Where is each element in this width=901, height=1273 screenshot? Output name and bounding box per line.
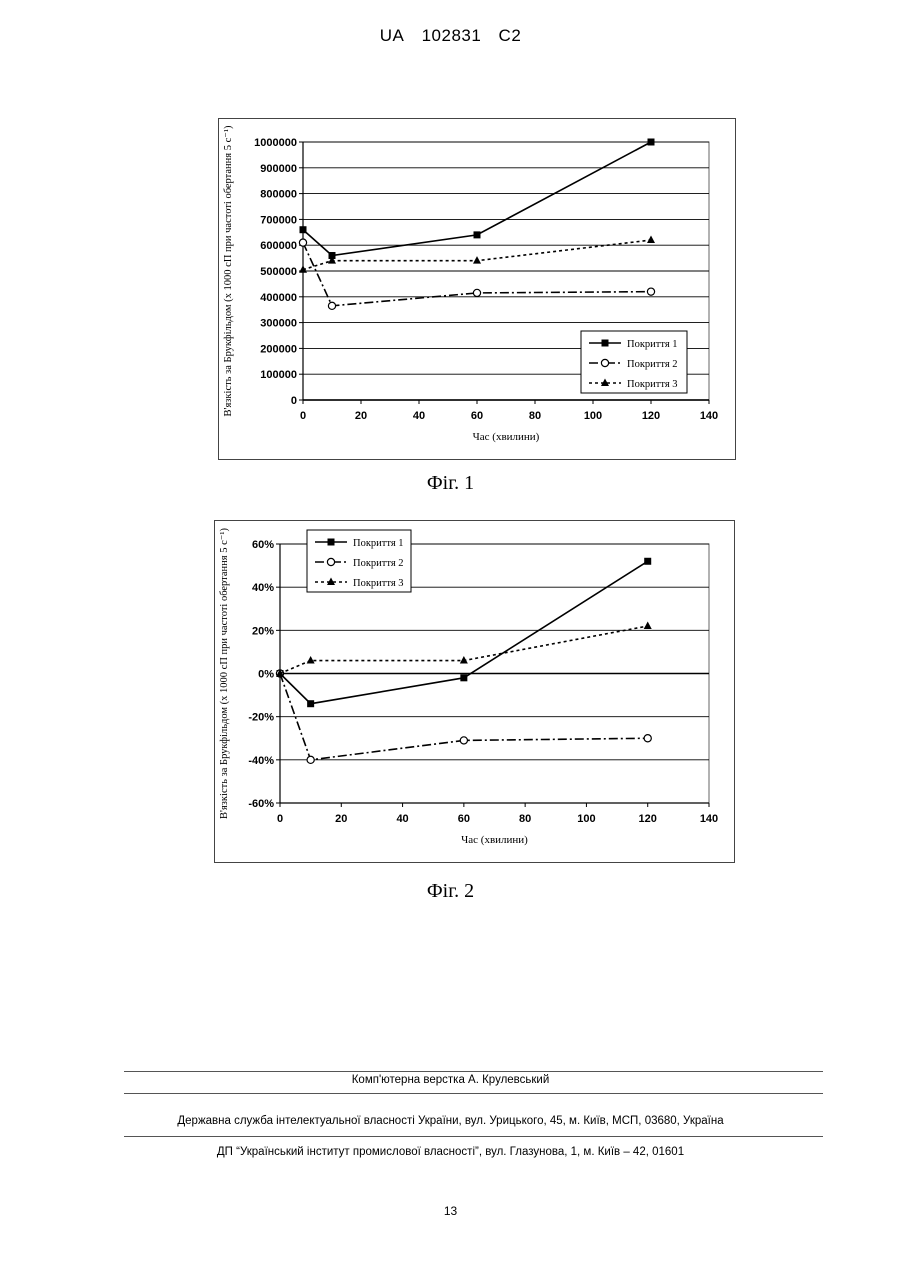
x-tick-label: 120 [639,813,657,825]
x-tick-label: 60 [471,410,483,422]
figure-1-caption: Фіг. 1 [0,472,901,495]
y-tick-label: 100000 [260,369,297,381]
y-tick-label: 600000 [260,240,297,252]
x-tick-label: 60 [458,813,470,825]
legend-marker [602,340,609,347]
data-point [300,226,307,233]
y-tick-label: 200000 [260,343,297,355]
legend-label: Покриття 1 [627,339,678,350]
y-tick-label: 1000000 [254,137,297,149]
x-tick-label: 0 [277,813,283,825]
x-tick-label: 140 [700,410,718,422]
x-tick-label: 40 [396,813,408,825]
x-axis-label: Час (хвилини) [461,834,528,846]
legend-label: Покриття 2 [627,359,678,370]
legend-label: Покриття 3 [353,578,404,589]
legend-label: Покриття 1 [353,538,404,549]
data-point [460,674,467,681]
data-point [644,735,651,742]
y-tick-label: 700000 [260,214,297,226]
legend-label: Покриття 3 [627,379,678,390]
y-tick-label: 0 [291,395,297,407]
legend-marker [601,359,608,366]
y-tick-label: 0% [258,669,274,681]
legend-marker [327,558,334,565]
x-tick-label: 100 [584,410,602,422]
y-axis-label: В'язкість за Брукфільдом (х 1000 сП при … [223,125,234,416]
y-tick-label: 300000 [260,318,297,330]
x-tick-label: 40 [413,410,425,422]
footer-institute: ДП “Український інститут промислової вла… [0,1146,901,1158]
patent-country: UA [380,26,405,45]
chart-2-svg: -60% -40% -20% 0% 20% 40% 60% 0 20 40 60 80 100 120 14… [215,521,734,862]
y-tick-label: 20% [252,625,274,637]
data-point [644,558,651,565]
data-point [328,302,335,309]
data-point [648,139,655,146]
data-point [460,737,467,744]
patent-header: UA 102831 C2 [0,26,901,46]
x-tick-label: 20 [335,813,347,825]
footer-layout-credit: Комп'ютерна верстка А. Крулевський [0,1074,901,1086]
footer-office: Державна служба інтелектуальної власност… [0,1115,901,1127]
x-tick-label: 80 [519,813,531,825]
y-tick-label: 40% [252,582,274,594]
x-tick-label: 80 [529,410,541,422]
data-point [307,700,314,707]
patent-number: 102831 [422,26,482,45]
y-tick-label: 500000 [260,266,297,278]
footer-divider [124,1093,823,1094]
legend-label: Покриття 2 [353,558,404,569]
data-point [299,239,306,246]
x-tick-label: 100 [577,813,595,825]
data-point [474,231,481,238]
y-tick-label: 900000 [260,163,297,175]
y-tick-label: 400000 [260,292,297,304]
y-tick-label: 60% [252,539,274,551]
x-tick-label: 120 [642,410,660,422]
x-axis-label: Час (хвилини) [473,431,540,443]
legend: Покриття 1 Покриття 2 Покриття 3 [581,331,687,393]
patent-kind: C2 [499,26,522,45]
chart-1-svg: 0 100000 200000 300000 400000 500000 600000 700… [219,119,735,459]
data-point [473,289,480,296]
data-point [307,756,314,763]
data-point [647,288,654,295]
legend-marker [328,539,335,546]
y-tick-label: -40% [248,755,274,767]
chart-figure-2: -60% -40% -20% 0% 20% 40% 60% 0 20 40 60 80 100 120 14… [214,520,735,863]
y-tick-label: 800000 [260,189,297,201]
y-axis-label: В'язкість за Брукфільдом (х 1000 сП при … [219,528,230,819]
chart-figure-1: 0 100000 200000 300000 400000 500000 600000 700… [218,118,736,460]
y-tick-label: -20% [248,712,274,724]
legend: Покриття 1 Покриття 2 Покриття 3 [307,530,411,592]
footer-divider [124,1136,823,1137]
x-tick-label: 20 [355,410,367,422]
figure-2-caption: Фіг. 2 [0,880,901,903]
footer-divider [124,1071,823,1072]
x-tick-label: 140 [700,813,718,825]
page-number: 13 [0,1204,901,1218]
x-tick-label: 0 [300,410,306,422]
y-tick-label: -60% [248,798,274,810]
